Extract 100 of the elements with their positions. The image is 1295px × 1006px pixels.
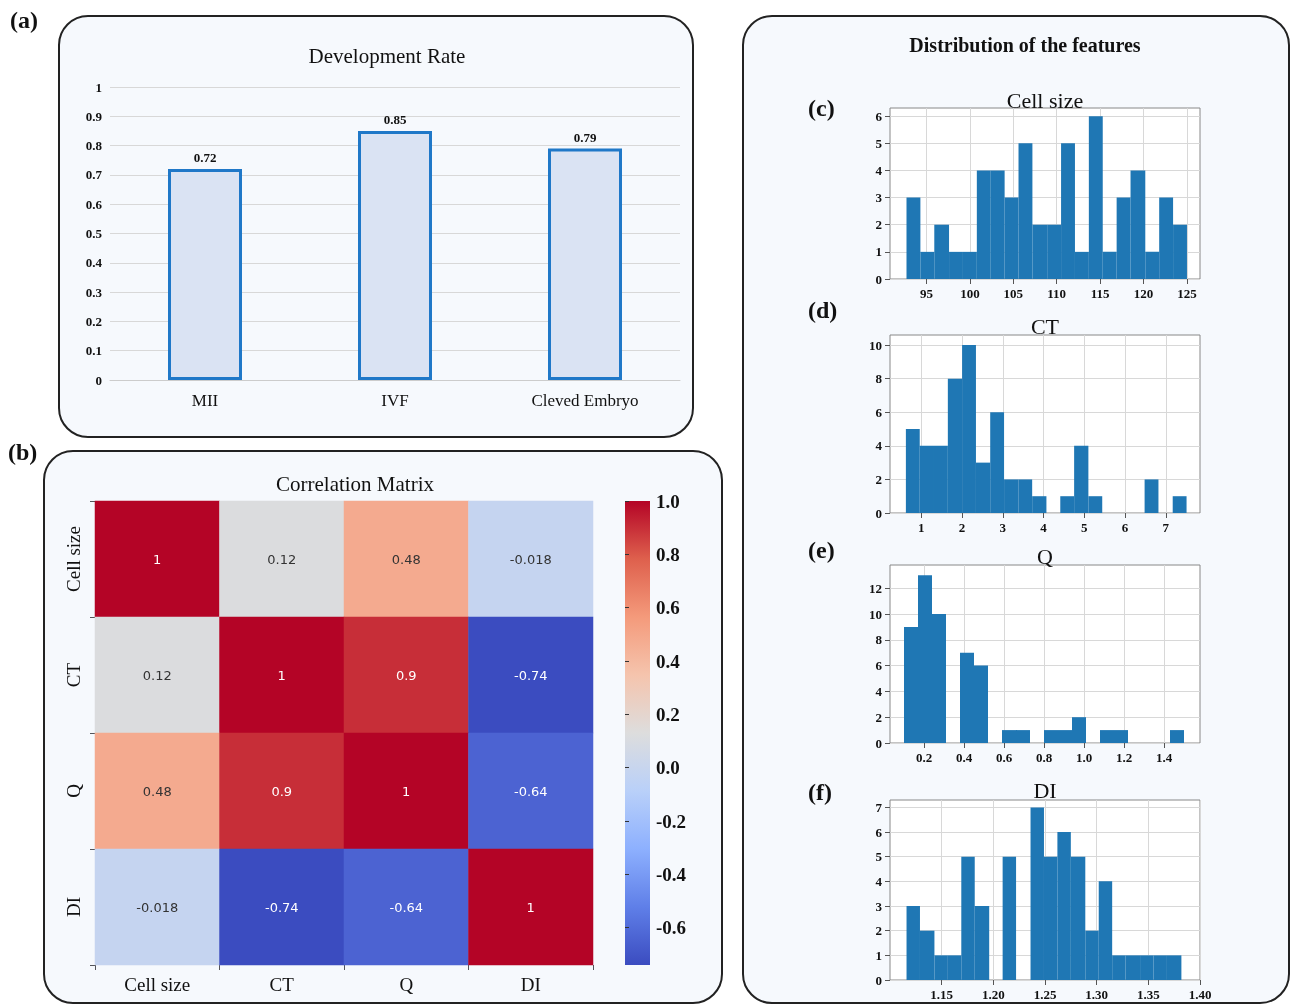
data-label: -0.64 (513, 783, 548, 799)
y-tick-label: Q (63, 783, 84, 798)
chart-title: CT (1030, 313, 1060, 339)
text: Distribution of the features (909, 34, 1141, 56)
x-tick-label: 1 (918, 520, 925, 535)
x-tick-label: 1.2 (1115, 750, 1133, 765)
x-tick-label: 105 (1003, 286, 1024, 301)
y-tick-label: 4 (875, 162, 883, 178)
y-tick-label: 5 (875, 135, 883, 151)
y-tick-label: 0 (875, 972, 882, 988)
text: (e) (808, 537, 835, 563)
y-tick-label: 4 (875, 438, 883, 454)
y-tick-label: 7 (875, 799, 883, 815)
x-tick-label: 1.4 (1155, 750, 1173, 765)
data-label: -0.018 (136, 899, 179, 915)
x-tick-label: MII (191, 391, 219, 410)
data-label: 1 (526, 899, 535, 915)
x-tick-label: CT (269, 974, 295, 995)
y-tick-label: 6 (875, 108, 883, 124)
color-bar-label: 0.4 (656, 650, 681, 672)
data-label: 0.72 (193, 150, 217, 166)
color-bar-label: -0.6 (656, 917, 687, 939)
color-bar-label: 0.0 (656, 757, 680, 779)
data-label: 0.48 (391, 551, 421, 567)
y-tick-label: 8 (875, 371, 883, 387)
x-tick-label: 1.30 (1085, 987, 1109, 1002)
x-tick-label: 1.25 (1033, 987, 1057, 1002)
y-tick-label: 0.5 (85, 226, 103, 241)
y-tick-label: 2 (875, 709, 882, 725)
data-label: -0.74 (513, 667, 548, 683)
x-tick-label: 1.40 (1188, 987, 1212, 1002)
chart-title: Q (1037, 543, 1054, 569)
color-bar-label: -0.4 (656, 863, 687, 885)
data-label: -0.64 (389, 899, 424, 915)
text: (c) (808, 95, 835, 121)
y-tick-label: 0.9 (85, 108, 103, 124)
x-tick-label: 115 (1090, 286, 1111, 301)
data-label: 1 (153, 551, 162, 567)
y-tick-label: 0 (875, 505, 882, 521)
y-tick-label: 0.6 (85, 196, 103, 212)
chart-title: Cell size (1006, 87, 1084, 113)
y-tick-label: 10 (869, 606, 882, 622)
x-tick-label: 125 (1177, 286, 1198, 301)
text: (f) (808, 779, 832, 805)
y-tick-label: 12 (869, 580, 882, 596)
color-bar-label: 0.8 (656, 543, 680, 565)
x-tick-label: Cell size (124, 974, 191, 995)
data-label: 0.9 (395, 667, 417, 683)
data-label: 0.85 (383, 111, 407, 127)
y-tick-label: CT (63, 662, 84, 688)
y-tick-label: DI (63, 896, 84, 918)
x-tick-label: 95 (919, 286, 934, 301)
y-tick-label: 6 (875, 658, 883, 674)
data-label: 1 (402, 783, 411, 799)
x-tick-label: 0.6 (995, 750, 1013, 765)
y-tick-label: 0.4 (85, 255, 103, 271)
chart-title: Correlation Matrix (275, 471, 435, 496)
x-tick-label: 4 (1040, 520, 1048, 535)
y-tick-label: 3 (875, 898, 883, 914)
y-tick-label: 0.8 (85, 138, 103, 154)
x-tick-label: 1.20 (981, 987, 1005, 1002)
data-label: 0.12 (267, 551, 297, 567)
y-tick-label: 0 (95, 372, 102, 388)
y-tick-label: 1 (95, 79, 102, 95)
x-tick-label: Q (399, 974, 414, 995)
x-tick-label: IVF (381, 391, 409, 410)
x-tick-label: Cleved Embryo (531, 391, 639, 410)
data-label: -0.018 (509, 551, 552, 567)
data-label: 0.9 (271, 783, 293, 799)
x-tick-label: 0.4 (955, 750, 973, 765)
data-label: 0.12 (142, 667, 172, 683)
y-tick-label: 6 (875, 824, 883, 840)
x-tick-label: 7 (1162, 520, 1170, 535)
color-bar-label: 0.6 (656, 597, 680, 619)
y-tick-label: 10 (869, 337, 882, 353)
y-tick-label: 5 (875, 849, 883, 865)
y-tick-label: 0.1 (85, 343, 102, 359)
x-tick-label: 1.0 (1075, 750, 1093, 765)
data-label: 0.48 (142, 783, 172, 799)
y-tick-label: 8 (875, 632, 883, 648)
y-tick-label: 0.3 (85, 284, 103, 300)
x-tick-label: 1.15 (930, 987, 954, 1002)
x-tick-label: 2 (958, 520, 966, 535)
data-label: 1 (277, 667, 286, 683)
x-tick-label: 5 (1081, 520, 1089, 535)
x-tick-label: 120 (1133, 286, 1154, 301)
y-tick-label: 0 (875, 271, 882, 287)
chart-title: DI (1033, 777, 1057, 803)
y-tick-label: 2 (875, 217, 882, 233)
text: (b) (8, 439, 38, 465)
text: (d) (808, 297, 838, 323)
y-tick-label: 0 (875, 735, 882, 751)
data-label: -0.74 (264, 899, 299, 915)
chart-title: Development Rate (308, 43, 466, 68)
x-tick-label: 0.2 (915, 750, 933, 765)
color-bar-label: 0.2 (656, 703, 680, 725)
y-tick-label: 1 (875, 244, 882, 260)
x-tick-label: DI (520, 974, 541, 995)
x-tick-label: 110 (1047, 286, 1067, 301)
color-bar-label: 1.0 (656, 490, 680, 512)
